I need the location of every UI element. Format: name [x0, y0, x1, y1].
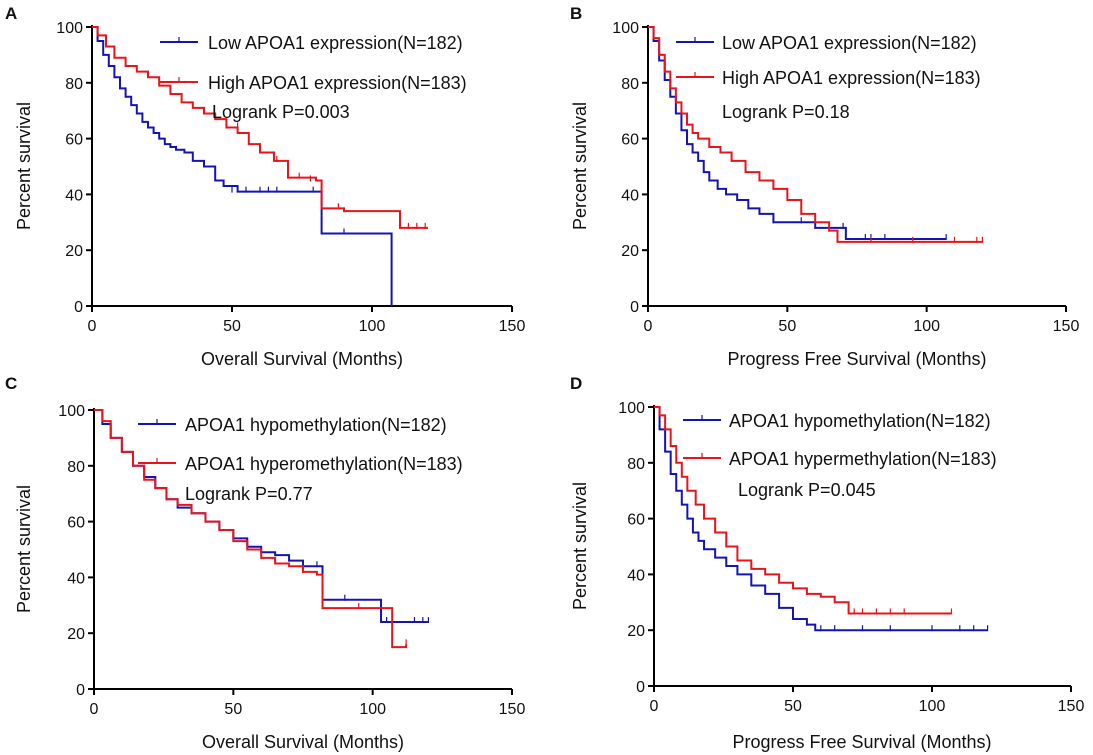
x-axis-title: Overall Survival (Months): [202, 732, 404, 752]
logrank-annotation: Logrank P=0.045: [738, 480, 876, 500]
panel-letter: D: [570, 374, 582, 393]
panel-letter: A: [5, 4, 17, 23]
x-axis-title: Progress Free Survival (Months): [727, 349, 986, 369]
panel-letter: C: [5, 374, 17, 393]
x-axis-title: Progress Free Survival (Months): [732, 732, 991, 752]
survival-curve-high: [92, 26, 428, 229]
legend-label-high: High APOA1 expression(N=183): [722, 68, 981, 88]
legend-label-high: APOA1 hypermethylation(N=183): [729, 449, 997, 469]
x-tick-label: 150: [1058, 698, 1085, 715]
x-tick-label: 100: [359, 701, 386, 718]
survival-curve-high: [648, 26, 983, 243]
survival-curve-low: [654, 406, 988, 632]
y-tick-label: 60: [65, 132, 83, 149]
panel-letter: B: [570, 4, 582, 23]
legend-label-low: APOA1 hypomethylation(N=182): [729, 411, 991, 431]
logrank-annotation: Logrank P=0.77: [185, 484, 313, 504]
x-axis-title: Overall Survival (Months): [201, 349, 403, 369]
y-tick-label: 0: [636, 679, 645, 696]
y-axis-title: Percent survival: [14, 485, 34, 613]
legend-label-low: Low APOA1 expression(N=182): [208, 33, 463, 53]
logrank-annotation: Logrank P=0.003: [212, 102, 350, 122]
x-tick-label: 0: [644, 318, 653, 335]
legend-label-high: APOA1 hyperomethylation(N=183): [185, 454, 463, 474]
x-tick-label: 0: [650, 698, 659, 715]
x-tick-label: 50: [778, 318, 796, 335]
legend-label-low: APOA1 hypomethylation(N=182): [185, 415, 447, 435]
y-axis-title: Percent survival: [570, 102, 590, 230]
legend-label-low: Low APOA1 expression(N=182): [722, 33, 977, 53]
x-tick-label: 150: [499, 701, 526, 718]
y-tick-label: 0: [74, 299, 83, 316]
y-tick-label: 60: [67, 515, 85, 532]
y-tick-label: 100: [618, 400, 645, 417]
legend-label-high: High APOA1 expression(N=183): [208, 73, 467, 93]
y-tick-label: 60: [627, 512, 645, 529]
panel-c: C 0 20 40 60 80 100 0 50 100 150 Overall Survival (…: [5, 374, 525, 752]
y-tick-label: 40: [65, 187, 83, 204]
y-tick-label: 20: [621, 243, 639, 260]
survival-curve-low: [94, 409, 429, 624]
x-tick-label: 100: [913, 318, 940, 335]
y-tick-label: 60: [621, 132, 639, 149]
survival-curve-high: [94, 409, 408, 649]
y-tick-label: 80: [621, 76, 639, 93]
y-axis-title: Percent survival: [570, 482, 590, 610]
y-tick-label: 100: [56, 20, 83, 37]
y-axis-title: Percent survival: [14, 102, 34, 230]
x-tick-label: 150: [1053, 318, 1080, 335]
x-tick-label: 100: [359, 318, 386, 335]
y-tick-label: 20: [627, 623, 645, 640]
x-tick-label: 0: [90, 701, 99, 718]
y-tick-label: 0: [630, 299, 639, 316]
x-tick-label: 50: [223, 318, 241, 335]
panel-d: D 0 20 40 60 80 100 0 50 100 150 Progress Free Surv…: [570, 374, 1084, 752]
y-tick-label: 20: [65, 243, 83, 260]
survival-curve-low: [92, 26, 393, 306]
x-tick-label: 150: [499, 318, 526, 335]
y-tick-label: 80: [65, 76, 83, 93]
logrank-annotation: Logrank P=0.18: [722, 102, 850, 122]
y-tick-label: 80: [67, 459, 85, 476]
x-tick-label: 100: [919, 698, 946, 715]
y-tick-label: 40: [621, 187, 639, 204]
y-tick-label: 40: [627, 567, 645, 584]
y-tick-label: 0: [76, 682, 85, 699]
y-tick-label: 20: [67, 626, 85, 643]
y-tick-label: 100: [612, 20, 639, 37]
x-tick-label: 0: [88, 318, 97, 335]
survival-curve-high: [654, 406, 952, 615]
panel-b: B 0 20 40 60 80 100 0 50 100 150 Progress Free Surv…: [570, 4, 1079, 369]
x-tick-label: 50: [784, 698, 802, 715]
y-tick-label: 100: [58, 403, 85, 420]
y-tick-label: 80: [627, 456, 645, 473]
y-tick-label: 40: [67, 570, 85, 587]
x-tick-label: 50: [224, 701, 242, 718]
panel-a: A 0 20 40 60 80 100 0 50 100 150 Overall Survival (…: [5, 4, 525, 369]
